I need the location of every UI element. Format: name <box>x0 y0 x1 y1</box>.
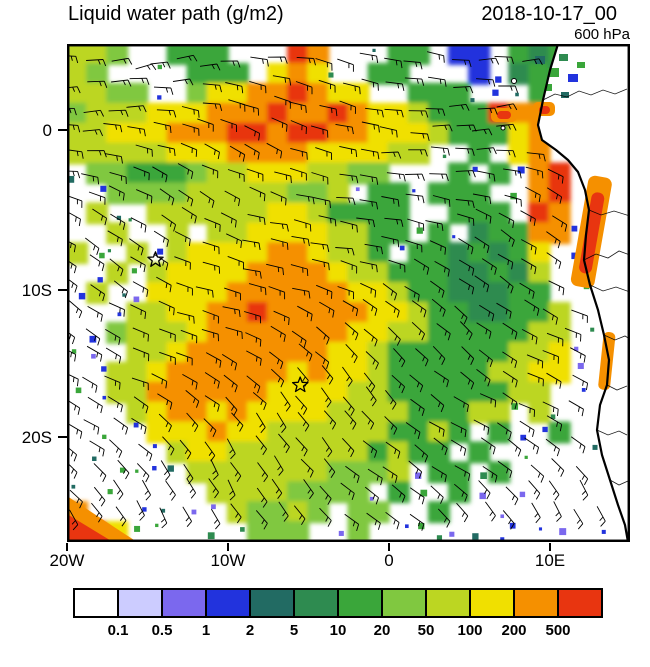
colorbar-label: 100 <box>457 622 483 639</box>
land-border-line <box>603 334 630 341</box>
colorbar-box <box>205 588 251 618</box>
colorbar-labels: 0.1 0.5 1 2 5 10 20 50 100 200 500 <box>73 622 605 640</box>
land-border-line <box>609 479 629 486</box>
colorbar-label: 10 <box>329 622 347 639</box>
colorbar-box <box>557 588 603 618</box>
x-tick-mark <box>66 543 68 551</box>
star-marker <box>147 251 164 267</box>
y-tick-mark <box>58 129 67 131</box>
pressure-level-label: 600 hPa <box>574 26 630 43</box>
x-tick-mark <box>388 543 390 551</box>
colorbar-box <box>117 588 163 618</box>
colorbar-box <box>513 588 559 618</box>
y-tick-mark <box>58 289 67 291</box>
colorbar-label: 200 <box>501 622 527 639</box>
land-border-line <box>583 250 630 261</box>
colorbar-label: 500 <box>545 622 571 639</box>
colorbar-label: 0.1 <box>107 622 129 639</box>
x-tick-label-10e: 10E <box>534 551 566 570</box>
map-frame <box>67 44 630 542</box>
land-border-line <box>588 209 630 217</box>
colorbar-label: 1 <box>201 622 211 639</box>
colorbar-label: 20 <box>373 622 391 639</box>
colorbar-box <box>73 588 119 618</box>
page-title: Liquid water path (g/m2) <box>68 3 284 25</box>
y-tick-mark <box>58 436 67 438</box>
colorbar-box <box>161 588 207 618</box>
land-border-line <box>589 284 630 293</box>
colorbar-box <box>469 588 515 618</box>
map-canvas <box>67 44 630 542</box>
island-marker <box>511 78 517 84</box>
land-layer <box>491 44 630 542</box>
land-border-line <box>606 384 628 391</box>
land-border-line <box>542 88 628 101</box>
colorbar-label: 0.5 <box>151 622 173 639</box>
colorbar-label: 2 <box>245 622 255 639</box>
x-tick-mark <box>227 543 229 551</box>
colorbar-box <box>249 588 295 618</box>
star-marker <box>291 376 309 393</box>
land-border-line <box>596 429 628 436</box>
colorbar-svg <box>73 588 603 618</box>
colorbar-box <box>381 588 427 618</box>
wind-barbs-layer <box>67 51 606 532</box>
x-tick-label-10w: 10W <box>210 551 246 570</box>
colorbar-label: 5 <box>289 622 299 639</box>
x-tick-mark <box>549 543 551 551</box>
colorbar-box <box>293 588 339 618</box>
datetime-label: 2018-10-17_00 <box>481 3 617 25</box>
colorbar-label: 50 <box>417 622 435 639</box>
x-tick-label-20w: 20W <box>49 551 85 570</box>
y-tick-label-0: 0 <box>42 121 52 140</box>
colorbar-box <box>337 588 383 618</box>
y-tick-label-10s: 10S <box>21 281 52 300</box>
island-marker <box>500 125 506 131</box>
colorbar-box <box>425 588 471 618</box>
x-tick-label-0: 0 <box>384 551 394 570</box>
coastline-path <box>536 44 630 542</box>
corner-high-lwp-core <box>67 514 113 542</box>
y-tick-label-20s: 20S <box>21 428 52 447</box>
